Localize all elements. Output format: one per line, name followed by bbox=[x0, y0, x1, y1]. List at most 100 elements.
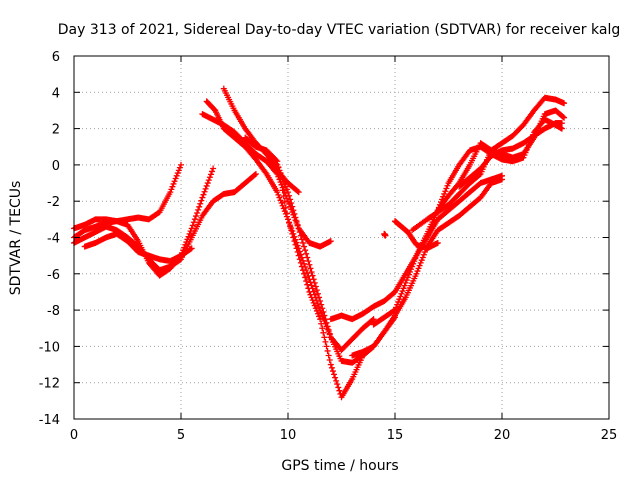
data-point bbox=[291, 238, 298, 245]
data-point bbox=[309, 297, 316, 304]
data-point bbox=[441, 190, 448, 197]
data-point bbox=[169, 183, 176, 190]
data-point bbox=[289, 230, 296, 237]
data-point bbox=[279, 202, 286, 209]
data-point bbox=[171, 178, 178, 185]
tick-labels: 0 5 10 15 20 25 -14 -12 -10 -8 -6 -4 -2 0 2 4 6 bbox=[39, 50, 618, 443]
data-point bbox=[196, 203, 203, 210]
data-point bbox=[283, 210, 290, 217]
data-point bbox=[203, 182, 210, 189]
data-point bbox=[297, 259, 304, 266]
data-point bbox=[324, 323, 331, 330]
data-point bbox=[322, 338, 329, 345]
x-tick-label: 25 bbox=[601, 428, 618, 443]
data-point bbox=[336, 387, 343, 394]
data-point bbox=[188, 225, 195, 232]
data-point bbox=[185, 233, 192, 240]
data-point bbox=[199, 194, 206, 201]
data-point bbox=[295, 189, 302, 196]
data-point bbox=[444, 182, 451, 189]
data-point bbox=[406, 268, 413, 275]
data-point bbox=[331, 371, 338, 378]
data-point bbox=[329, 368, 336, 375]
data-point bbox=[561, 114, 568, 121]
data-point bbox=[321, 312, 328, 319]
data-point bbox=[273, 157, 280, 164]
data-point bbox=[320, 308, 327, 315]
series-track-17 bbox=[381, 230, 389, 239]
chart-title: Day 313 of 2021, Sidereal Day-to-day VTE… bbox=[58, 22, 620, 38]
data-point bbox=[280, 193, 287, 200]
data-point bbox=[307, 265, 314, 272]
data-point bbox=[277, 197, 284, 204]
data-point bbox=[184, 236, 191, 243]
data-point bbox=[319, 305, 326, 312]
data-point bbox=[295, 252, 302, 259]
data-point bbox=[252, 170, 259, 177]
data-point bbox=[286, 200, 293, 207]
data-point bbox=[370, 316, 377, 323]
data-point bbox=[194, 209, 201, 216]
data-point bbox=[418, 257, 425, 264]
data-point bbox=[411, 258, 418, 265]
data-point bbox=[172, 175, 179, 182]
data-point bbox=[408, 266, 415, 273]
data-point bbox=[298, 263, 305, 270]
data-point bbox=[395, 298, 402, 305]
data-point bbox=[416, 262, 423, 269]
data-point bbox=[333, 377, 340, 384]
data-point bbox=[392, 307, 398, 314]
data-point bbox=[209, 168, 216, 175]
data-point bbox=[282, 204, 289, 211]
series-track-7 bbox=[199, 111, 334, 250]
data-point bbox=[299, 239, 306, 246]
data-point bbox=[322, 316, 329, 323]
data-point bbox=[303, 278, 310, 285]
data-point bbox=[292, 217, 299, 224]
data-point bbox=[170, 180, 177, 187]
data-point bbox=[294, 188, 301, 195]
data-point bbox=[310, 299, 317, 306]
data-point bbox=[168, 186, 175, 193]
data-point bbox=[282, 183, 289, 190]
data-point bbox=[327, 238, 334, 245]
data-point bbox=[394, 301, 401, 308]
data-point bbox=[323, 319, 330, 326]
data-point bbox=[274, 189, 281, 196]
data-point bbox=[181, 244, 188, 251]
data-point bbox=[316, 313, 323, 320]
data-point bbox=[304, 281, 311, 288]
data-point bbox=[306, 261, 313, 268]
data-point bbox=[285, 198, 291, 205]
data-point bbox=[405, 271, 412, 278]
y-tick-label: -8 bbox=[47, 304, 60, 319]
data-point bbox=[397, 293, 404, 300]
x-axis-label: GPS time / hours bbox=[281, 458, 398, 474]
x-tick-label: 5 bbox=[177, 428, 185, 443]
data-point bbox=[311, 279, 318, 286]
data-point bbox=[307, 291, 314, 298]
data-point bbox=[302, 247, 309, 254]
y-axis-label: SDTVAR / TECUs bbox=[8, 181, 24, 296]
data-point bbox=[317, 316, 324, 323]
data-point bbox=[302, 274, 309, 281]
data-point bbox=[189, 222, 196, 229]
data-point bbox=[192, 213, 199, 220]
data-point bbox=[413, 270, 420, 277]
x-tick-label: 0 bbox=[70, 428, 78, 443]
data-point bbox=[316, 294, 323, 301]
data-point bbox=[327, 361, 334, 368]
data-point bbox=[334, 381, 341, 388]
data-point bbox=[434, 239, 441, 246]
data-point bbox=[290, 234, 297, 241]
data-point bbox=[276, 194, 283, 201]
data-point bbox=[283, 186, 290, 193]
data-point bbox=[318, 320, 325, 327]
data-point bbox=[182, 241, 189, 248]
data-point bbox=[188, 245, 195, 252]
data-point bbox=[281, 198, 288, 205]
data-point bbox=[175, 167, 182, 174]
data-point bbox=[390, 307, 397, 314]
data-point bbox=[313, 308, 320, 315]
